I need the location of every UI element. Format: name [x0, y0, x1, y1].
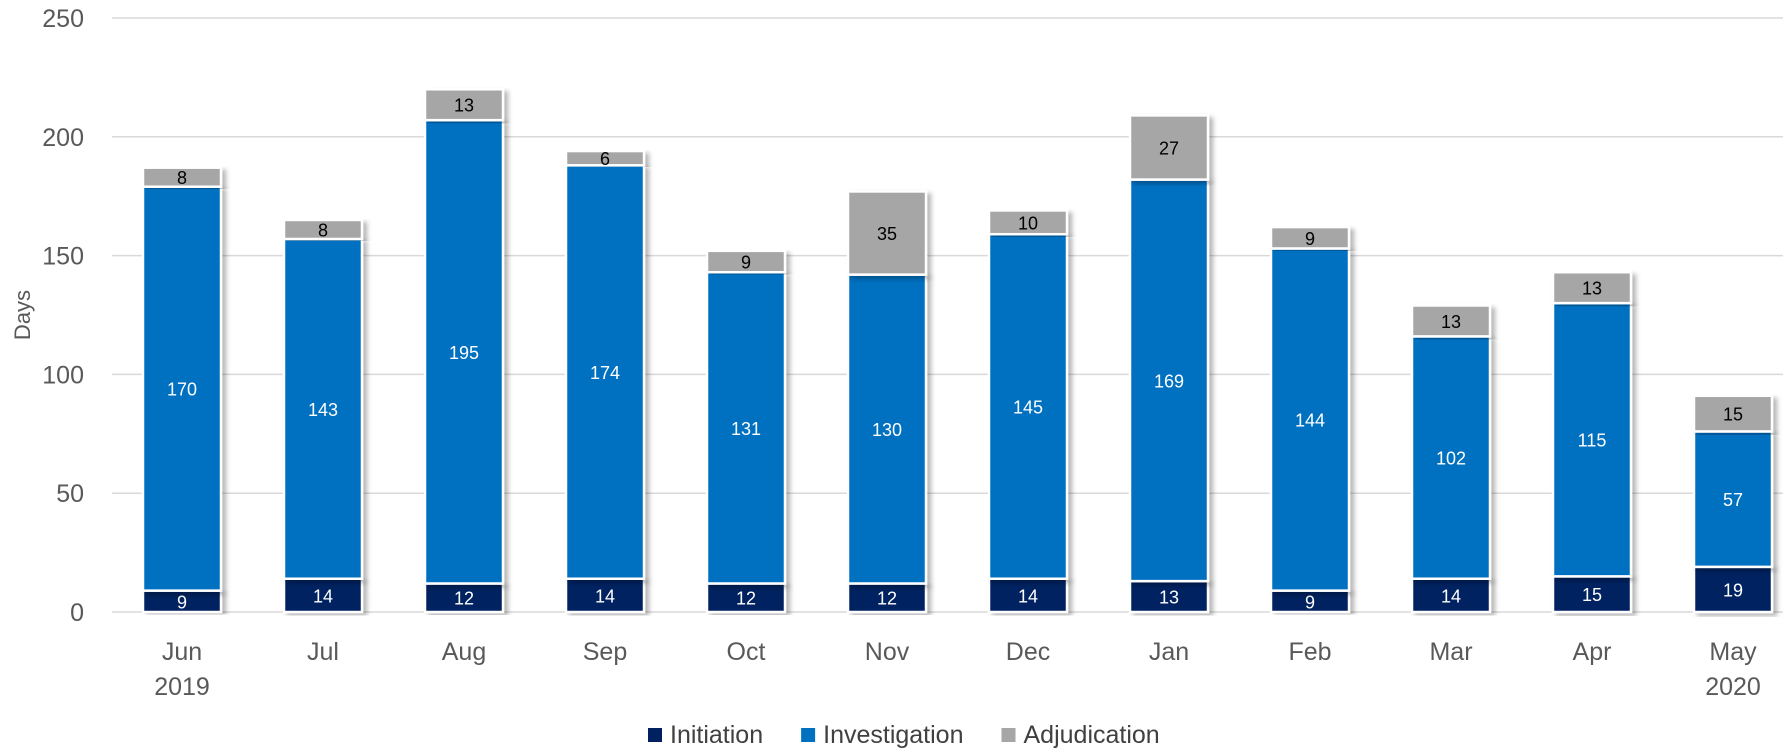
data-label: 14 — [1018, 586, 1038, 606]
x-tick-label: Jun — [162, 638, 202, 666]
data-label: 10 — [1018, 213, 1038, 233]
bar-investigation — [1692, 430, 1774, 569]
data-label: 143 — [308, 400, 338, 420]
bar-initiation — [1410, 577, 1492, 614]
data-label: 19 — [1723, 580, 1743, 600]
data-label: 12 — [877, 589, 897, 609]
x-tick-label: Aug — [442, 638, 486, 666]
x-tick-label: Mar — [1429, 638, 1472, 666]
data-label: 27 — [1159, 138, 1179, 158]
bar-initiation — [423, 582, 505, 614]
data-label: 170 — [167, 380, 197, 400]
bar-investigation — [1128, 178, 1210, 583]
data-label: 12 — [454, 589, 474, 609]
bar-investigation — [1410, 335, 1492, 580]
data-label: 57 — [1723, 490, 1743, 510]
bar-investigation — [987, 232, 1069, 580]
legend-label: Adjudication — [1024, 721, 1160, 749]
legend-label: Initiation — [670, 721, 763, 749]
data-label: 14 — [1441, 586, 1461, 606]
bar-adjudication — [282, 218, 364, 241]
bar-adjudication — [1269, 225, 1351, 250]
bar-adjudication — [141, 166, 223, 188]
bar-adjudication — [705, 249, 787, 274]
data-label: 15 — [1582, 585, 1602, 605]
y-tick-label: 200 — [42, 124, 84, 152]
data-label: 195 — [449, 343, 479, 363]
data-label: 9 — [741, 253, 751, 273]
bar-adjudication — [564, 149, 646, 167]
data-label: 9 — [1305, 592, 1315, 612]
bar-investigation — [141, 185, 223, 592]
bar-investigation — [423, 118, 505, 585]
y-axis-title: Days — [10, 290, 35, 340]
bar-adjudication — [423, 88, 505, 122]
data-label: 130 — [872, 420, 902, 440]
x-tick-label: Jan — [1149, 638, 1189, 666]
x-tick-label: Jul — [307, 638, 339, 666]
data-label: 174 — [590, 363, 620, 383]
data-label: 9 — [1305, 229, 1315, 249]
legend-label: Investigation — [823, 721, 963, 749]
bar-adjudication — [1410, 304, 1492, 338]
x-tick-label: 2020 — [1705, 673, 1761, 701]
data-label: 9 — [177, 592, 187, 612]
x-tick-label: May — [1709, 638, 1757, 666]
x-tick-label: Oct — [727, 638, 766, 666]
data-label: 145 — [1013, 397, 1043, 417]
legend-swatch-investigation — [801, 728, 816, 742]
data-label: 13 — [454, 96, 474, 116]
x-tick-label: 2019 — [154, 673, 210, 701]
data-label: 35 — [877, 224, 897, 244]
bar-adjudication — [1128, 114, 1210, 181]
bar-adjudication — [1551, 270, 1633, 305]
x-tick-label: Apr — [1573, 638, 1612, 666]
bar-investigation — [705, 270, 787, 585]
data-label: 14 — [595, 586, 615, 606]
bar-adjudication — [987, 209, 1069, 236]
bar-adjudication — [846, 190, 928, 276]
bar-investigation — [564, 164, 646, 580]
data-label: 6 — [600, 149, 610, 169]
data-label: 13 — [1159, 588, 1179, 608]
x-tick-label: Nov — [865, 638, 910, 666]
data-label: 14 — [313, 586, 333, 606]
data-label: 8 — [177, 168, 187, 188]
bar-adjudication — [1692, 394, 1774, 433]
data-label: 13 — [1582, 279, 1602, 299]
data-label: 13 — [1441, 312, 1461, 332]
y-tick-label: 150 — [42, 243, 84, 271]
data-label: 131 — [731, 419, 761, 439]
data-label: 8 — [318, 220, 328, 240]
bar-investigation — [1551, 301, 1633, 578]
y-tick-label: 100 — [42, 361, 84, 389]
data-label: 115 — [1578, 431, 1607, 451]
data-label: 12 — [736, 589, 756, 609]
data-label: 169 — [1154, 371, 1184, 391]
bar-initiation — [1128, 579, 1210, 614]
legend-swatch-adjudication — [1001, 728, 1016, 742]
data-label: 15 — [1723, 405, 1743, 425]
x-tick-label: Feb — [1288, 638, 1331, 666]
data-label: 102 — [1436, 449, 1466, 469]
y-tick-label: 50 — [56, 480, 84, 508]
y-tick-label: 250 — [42, 5, 84, 33]
legend-swatch-initiation — [648, 728, 662, 742]
y-tick-label: 0 — [70, 599, 84, 627]
data-label: 144 — [1295, 411, 1325, 431]
x-tick-label: Sep — [583, 638, 627, 666]
x-tick-label: Dec — [1006, 638, 1050, 666]
